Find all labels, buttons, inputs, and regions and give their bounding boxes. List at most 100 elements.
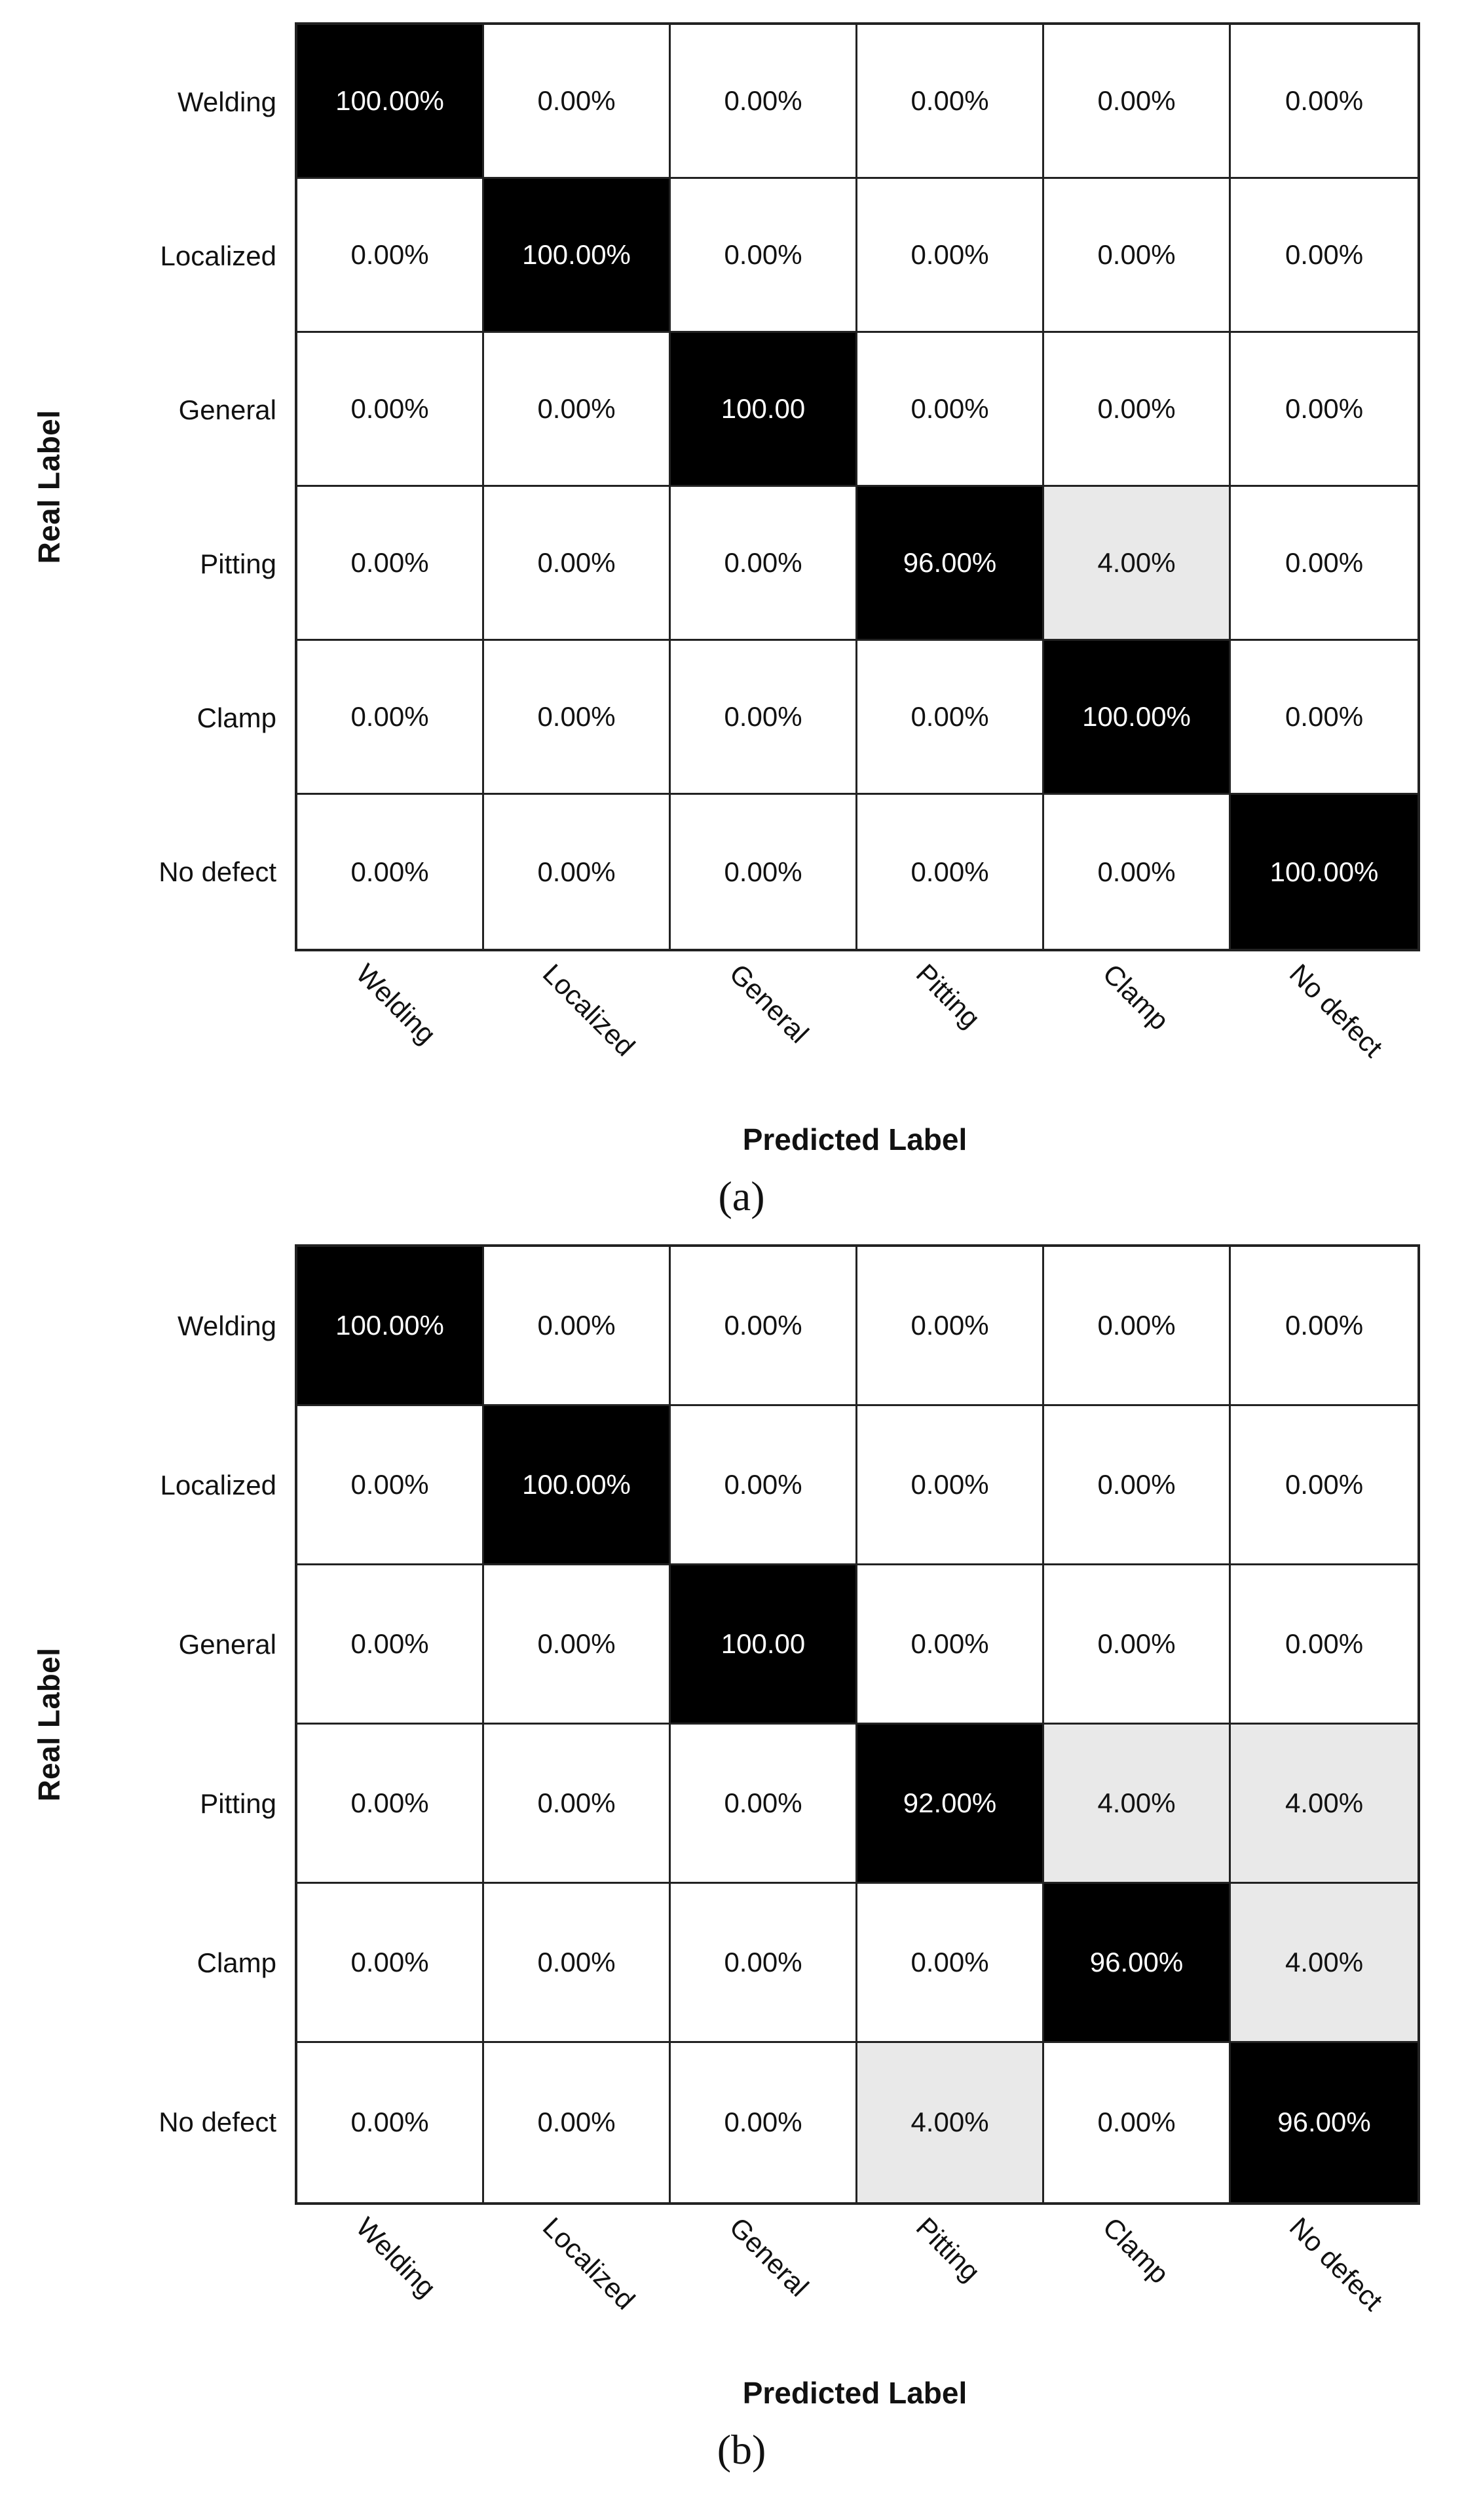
row-label: General bbox=[178, 1629, 276, 1660]
matrix-cell: 92.00% bbox=[857, 1724, 1044, 1884]
row-label: Clamp bbox=[197, 702, 276, 733]
row-label: Clamp bbox=[197, 1947, 276, 1979]
matrix-cell: 0.00% bbox=[671, 1246, 857, 1406]
matrix-cell: 0.00% bbox=[484, 2042, 671, 2202]
matrix-cell: 0.00% bbox=[671, 1724, 857, 1884]
matrix-cell: 100.00% bbox=[1231, 795, 1417, 949]
x-axis-label: Clamp bbox=[1097, 958, 1175, 1037]
matrix-cell: 4.00% bbox=[1231, 1883, 1417, 2043]
matrix-cell: 0.00% bbox=[1231, 641, 1417, 795]
x-axis-title: Predicted Label bbox=[742, 2375, 967, 2410]
matrix-cell: 100.00 bbox=[671, 333, 857, 487]
x-axis-label: General bbox=[723, 958, 815, 1049]
matrix-cell: 0.00% bbox=[671, 1405, 857, 1565]
matrix-cell: 96.00% bbox=[857, 487, 1044, 641]
matrix-cell: 0.00% bbox=[857, 1883, 1044, 2043]
matrix-cell: 0.00% bbox=[857, 333, 1044, 487]
y-axis-title-wrap: Real Label bbox=[0, 1244, 98, 2205]
matrix-cell: 0.00% bbox=[1044, 1405, 1231, 1565]
matrix-cell: 0.00% bbox=[1044, 2042, 1231, 2202]
matrix-cell: 0.00% bbox=[297, 641, 484, 795]
matrix-grid-b: 100.00% 0.00% 0.00% 0.00% 0.00% 0.00% 0.00% 100… bbox=[295, 1244, 1420, 2205]
matrix-cell: 0.00% bbox=[297, 1883, 484, 2043]
y-axis-title: Real Label bbox=[32, 410, 66, 564]
matrix-cell: 0.00% bbox=[857, 25, 1044, 179]
matrix-cell: 0.00% bbox=[671, 25, 857, 179]
matrix-cell: 0.00% bbox=[857, 179, 1044, 333]
x-axis-label: No defect bbox=[1283, 2211, 1389, 2317]
y-axis-title: Real Label bbox=[32, 1647, 66, 1802]
x-labels-band: Welding Localized General Pitting Clamp No de… bbox=[0, 951, 1483, 1123]
x-axis-label: Welding bbox=[350, 958, 442, 1050]
row-label: Localized bbox=[160, 1470, 276, 1501]
x-axis-label: General bbox=[723, 2211, 815, 2302]
x-labels-band: Welding Localized General Pitting Clamp No de… bbox=[0, 2205, 1483, 2377]
row-label: No defect bbox=[159, 2107, 276, 2138]
matrix-cell: 0.00% bbox=[671, 1883, 857, 2043]
confusion-matrix-panel-a: Real Label Welding Localized General Pittin… bbox=[0, 22, 1483, 1219]
matrix-cell: 0.00% bbox=[297, 1405, 484, 1565]
matrix-cell: 0.00% bbox=[1231, 1246, 1417, 1406]
x-axis-label: Localized bbox=[536, 958, 641, 1062]
matrix-cell: 0.00% bbox=[484, 641, 671, 795]
matrix-cell: 4.00% bbox=[1231, 1724, 1417, 1884]
matrix-cell: 96.00% bbox=[1044, 1883, 1231, 2043]
row-label: Pitting bbox=[200, 1788, 276, 1820]
matrix-cell: 0.00% bbox=[1044, 25, 1231, 179]
matrix-cell: 0.00% bbox=[1231, 1565, 1417, 1725]
matrix-cell: 100.00 bbox=[671, 1565, 857, 1725]
matrix-cell: 100.00% bbox=[1044, 641, 1231, 795]
y-axis-title-wrap: Real Label bbox=[0, 22, 98, 951]
matrix-area-b: Real Label Welding Localized General Pittin… bbox=[0, 1244, 1483, 2205]
matrix-cell: 0.00% bbox=[1044, 333, 1231, 487]
matrix-cell: 0.00% bbox=[857, 795, 1044, 949]
matrix-cell: 0.00% bbox=[671, 487, 857, 641]
panel-caption: (a) bbox=[718, 1172, 765, 1219]
matrix-cell: 0.00% bbox=[1044, 1246, 1231, 1406]
matrix-cell: 4.00% bbox=[1044, 487, 1231, 641]
x-axis-label: No defect bbox=[1283, 958, 1389, 1063]
x-axis-title: Predicted Label bbox=[742, 1122, 967, 1156]
matrix-area-a: Real Label Welding Localized General Pittin… bbox=[0, 22, 1483, 951]
matrix-cell: 0.00% bbox=[857, 1246, 1044, 1406]
x-axis-label: Pitting bbox=[910, 958, 986, 1034]
matrix-cell: 100.00% bbox=[484, 1405, 671, 1565]
matrix-cell: 0.00% bbox=[297, 1724, 484, 1884]
matrix-cell: 100.00% bbox=[297, 1246, 484, 1406]
matrix-cell: 0.00% bbox=[484, 487, 671, 641]
matrix-cell: 0.00% bbox=[671, 795, 857, 949]
matrix-cell: 0.00% bbox=[671, 179, 857, 333]
matrix-cell: 0.00% bbox=[857, 1565, 1044, 1725]
panel-caption: (b) bbox=[717, 2426, 766, 2473]
matrix-cell: 0.00% bbox=[297, 179, 484, 333]
matrix-cell: 0.00% bbox=[484, 1246, 671, 1406]
matrix-cell: 0.00% bbox=[484, 795, 671, 949]
matrix-cell: 0.00% bbox=[1231, 1405, 1417, 1565]
matrix-cell: 100.00% bbox=[484, 179, 671, 333]
matrix-cell: 0.00% bbox=[1044, 795, 1231, 949]
matrix-cell: 0.00% bbox=[671, 2042, 857, 2202]
matrix-cell: 0.00% bbox=[484, 1565, 671, 1725]
matrix-cell: 0.00% bbox=[1231, 179, 1417, 333]
matrix-cell: 0.00% bbox=[484, 333, 671, 487]
matrix-cell: 0.00% bbox=[484, 1724, 671, 1884]
matrix-cell: 0.00% bbox=[484, 25, 671, 179]
matrix-cell: 96.00% bbox=[1231, 2042, 1417, 2202]
matrix-cell: 0.00% bbox=[1231, 333, 1417, 487]
matrix-cell: 0.00% bbox=[1044, 179, 1231, 333]
matrix-cell: 100.00% bbox=[297, 25, 484, 179]
matrix-cell: 0.00% bbox=[297, 2042, 484, 2202]
matrix-cell: 0.00% bbox=[857, 641, 1044, 795]
row-label: Welding bbox=[178, 1310, 276, 1342]
x-axis-label: Welding bbox=[350, 2211, 442, 2303]
matrix-cell: 4.00% bbox=[1044, 1724, 1231, 1884]
x-axis-label: Clamp bbox=[1097, 2211, 1175, 2290]
matrix-cell: 0.00% bbox=[857, 1405, 1044, 1565]
x-axis-label: Localized bbox=[536, 2211, 641, 2316]
row-labels: Welding Localized General Pitting Clamp No de… bbox=[98, 1244, 295, 2205]
matrix-cell: 4.00% bbox=[857, 2042, 1044, 2202]
matrix-cell: 0.00% bbox=[1231, 25, 1417, 179]
confusion-matrix-panel-b: Real Label Welding Localized General Pittin… bbox=[0, 1244, 1483, 2473]
matrix-cell: 0.00% bbox=[671, 641, 857, 795]
row-label: No defect bbox=[159, 856, 276, 887]
